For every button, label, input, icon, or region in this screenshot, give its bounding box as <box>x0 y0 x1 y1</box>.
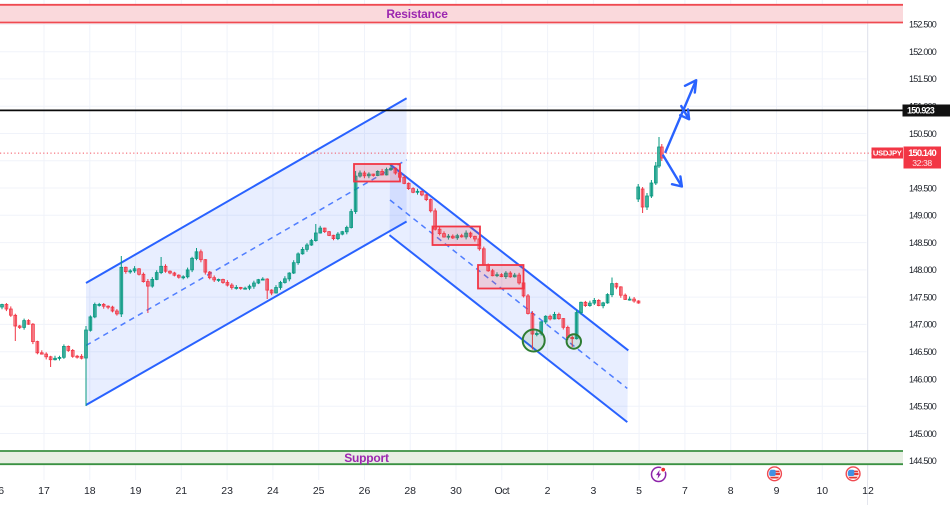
svg-text:152.000: 152.000 <box>909 47 937 57</box>
svg-text:24: 24 <box>267 485 279 497</box>
svg-text:150.923: 150.923 <box>907 106 935 116</box>
svg-text:26: 26 <box>359 485 371 497</box>
svg-text:USDJPY: USDJPY <box>873 149 902 158</box>
svg-text:150.140: 150.140 <box>908 147 936 158</box>
svg-text:23: 23 <box>221 485 233 497</box>
svg-text:28: 28 <box>404 485 416 497</box>
svg-text:10: 10 <box>816 485 828 497</box>
svg-text:3: 3 <box>590 485 596 497</box>
svg-text:149.500: 149.500 <box>909 183 937 193</box>
svg-text:19: 19 <box>130 485 142 497</box>
svg-text:18: 18 <box>84 485 96 497</box>
svg-text:32:38: 32:38 <box>912 158 932 168</box>
svg-text:8: 8 <box>728 485 734 497</box>
svg-text:150.500: 150.500 <box>909 129 937 139</box>
svg-text:5: 5 <box>636 485 642 497</box>
svg-text:9: 9 <box>774 485 780 497</box>
svg-text:145.000: 145.000 <box>909 429 937 439</box>
svg-text:2: 2 <box>545 485 551 497</box>
svg-text:12: 12 <box>862 485 874 497</box>
svg-text:Oct: Oct <box>495 485 510 497</box>
svg-text:152.500: 152.500 <box>909 20 937 30</box>
svg-text:149.000: 149.000 <box>909 211 937 221</box>
svg-text:146.500: 146.500 <box>909 347 937 357</box>
svg-text:145.500: 145.500 <box>909 402 937 412</box>
svg-text:146.000: 146.000 <box>909 374 937 384</box>
svg-text:25: 25 <box>313 485 325 497</box>
svg-text:147.000: 147.000 <box>909 320 937 330</box>
svg-text:148.000: 148.000 <box>909 265 937 275</box>
svg-text:16: 16 <box>0 485 4 497</box>
svg-text:151.500: 151.500 <box>909 74 937 84</box>
svg-text:144.500: 144.500 <box>909 456 937 466</box>
svg-text:17: 17 <box>38 485 50 497</box>
svg-text:148.500: 148.500 <box>909 238 937 248</box>
svg-text:Support: Support <box>344 451 389 465</box>
svg-text:7: 7 <box>682 485 688 497</box>
svg-text:Resistance: Resistance <box>386 7 448 21</box>
svg-text:21: 21 <box>175 485 187 497</box>
svg-text:30: 30 <box>450 485 462 497</box>
svg-text:147.500: 147.500 <box>909 292 937 302</box>
